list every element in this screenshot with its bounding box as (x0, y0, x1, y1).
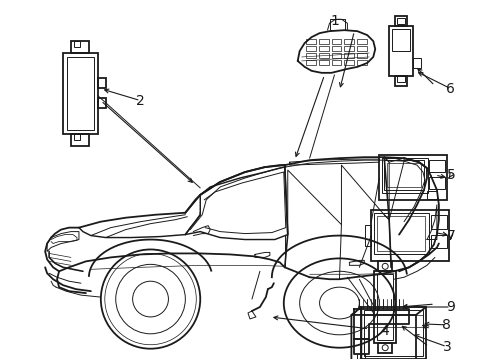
Bar (430, 235, 446, 248)
Bar (357, 46, 366, 51)
Bar (318, 60, 328, 65)
Bar (331, 53, 341, 58)
Bar (74, 41, 80, 47)
Bar (391, 29, 409, 51)
Bar (377, 343, 391, 353)
Bar (382, 158, 427, 193)
Bar (344, 60, 354, 65)
Bar (98, 78, 105, 88)
Bar (331, 46, 341, 51)
Bar (67, 57, 94, 130)
Bar (377, 261, 391, 271)
Bar (376, 216, 424, 251)
Text: 1: 1 (329, 14, 338, 28)
Bar (344, 53, 354, 58)
Bar (384, 160, 423, 190)
Bar (357, 60, 366, 65)
Bar (71, 134, 89, 146)
Bar (318, 46, 328, 51)
Bar (71, 41, 89, 53)
Bar (63, 53, 98, 134)
Text: 3: 3 (442, 340, 450, 354)
Bar (388, 26, 412, 76)
Text: 5: 5 (446, 168, 454, 182)
Bar (412, 58, 420, 68)
Bar (318, 39, 328, 44)
Bar (394, 76, 406, 86)
Bar (74, 134, 80, 140)
Bar (331, 60, 341, 65)
Text: 7: 7 (446, 229, 454, 243)
Text: 6: 6 (446, 82, 454, 96)
Bar (428, 177, 444, 189)
Bar (357, 39, 366, 44)
Bar (344, 46, 354, 51)
Bar (379, 155, 446, 200)
Text: 8: 8 (442, 318, 450, 332)
Bar (318, 53, 328, 58)
Text: 4: 4 (379, 324, 388, 338)
Bar (370, 210, 448, 261)
Bar (394, 16, 406, 26)
Bar (373, 271, 395, 343)
Bar (365, 225, 370, 247)
Bar (331, 39, 341, 44)
Bar (396, 76, 404, 82)
Bar (430, 215, 446, 229)
Bar (305, 46, 315, 51)
Bar (428, 160, 444, 172)
Bar (364, 310, 422, 356)
Bar (329, 19, 345, 30)
Bar (98, 98, 105, 108)
Bar (305, 60, 315, 65)
Text: 9: 9 (446, 300, 454, 314)
Bar (305, 53, 315, 58)
Bar (373, 213, 428, 255)
Bar (344, 39, 354, 44)
Bar (396, 18, 404, 24)
Bar (361, 307, 425, 359)
Bar (386, 163, 420, 187)
Text: 2: 2 (136, 94, 144, 108)
Bar (305, 39, 315, 44)
Bar (426, 191, 436, 199)
Bar (376, 274, 392, 340)
Bar (357, 53, 366, 58)
